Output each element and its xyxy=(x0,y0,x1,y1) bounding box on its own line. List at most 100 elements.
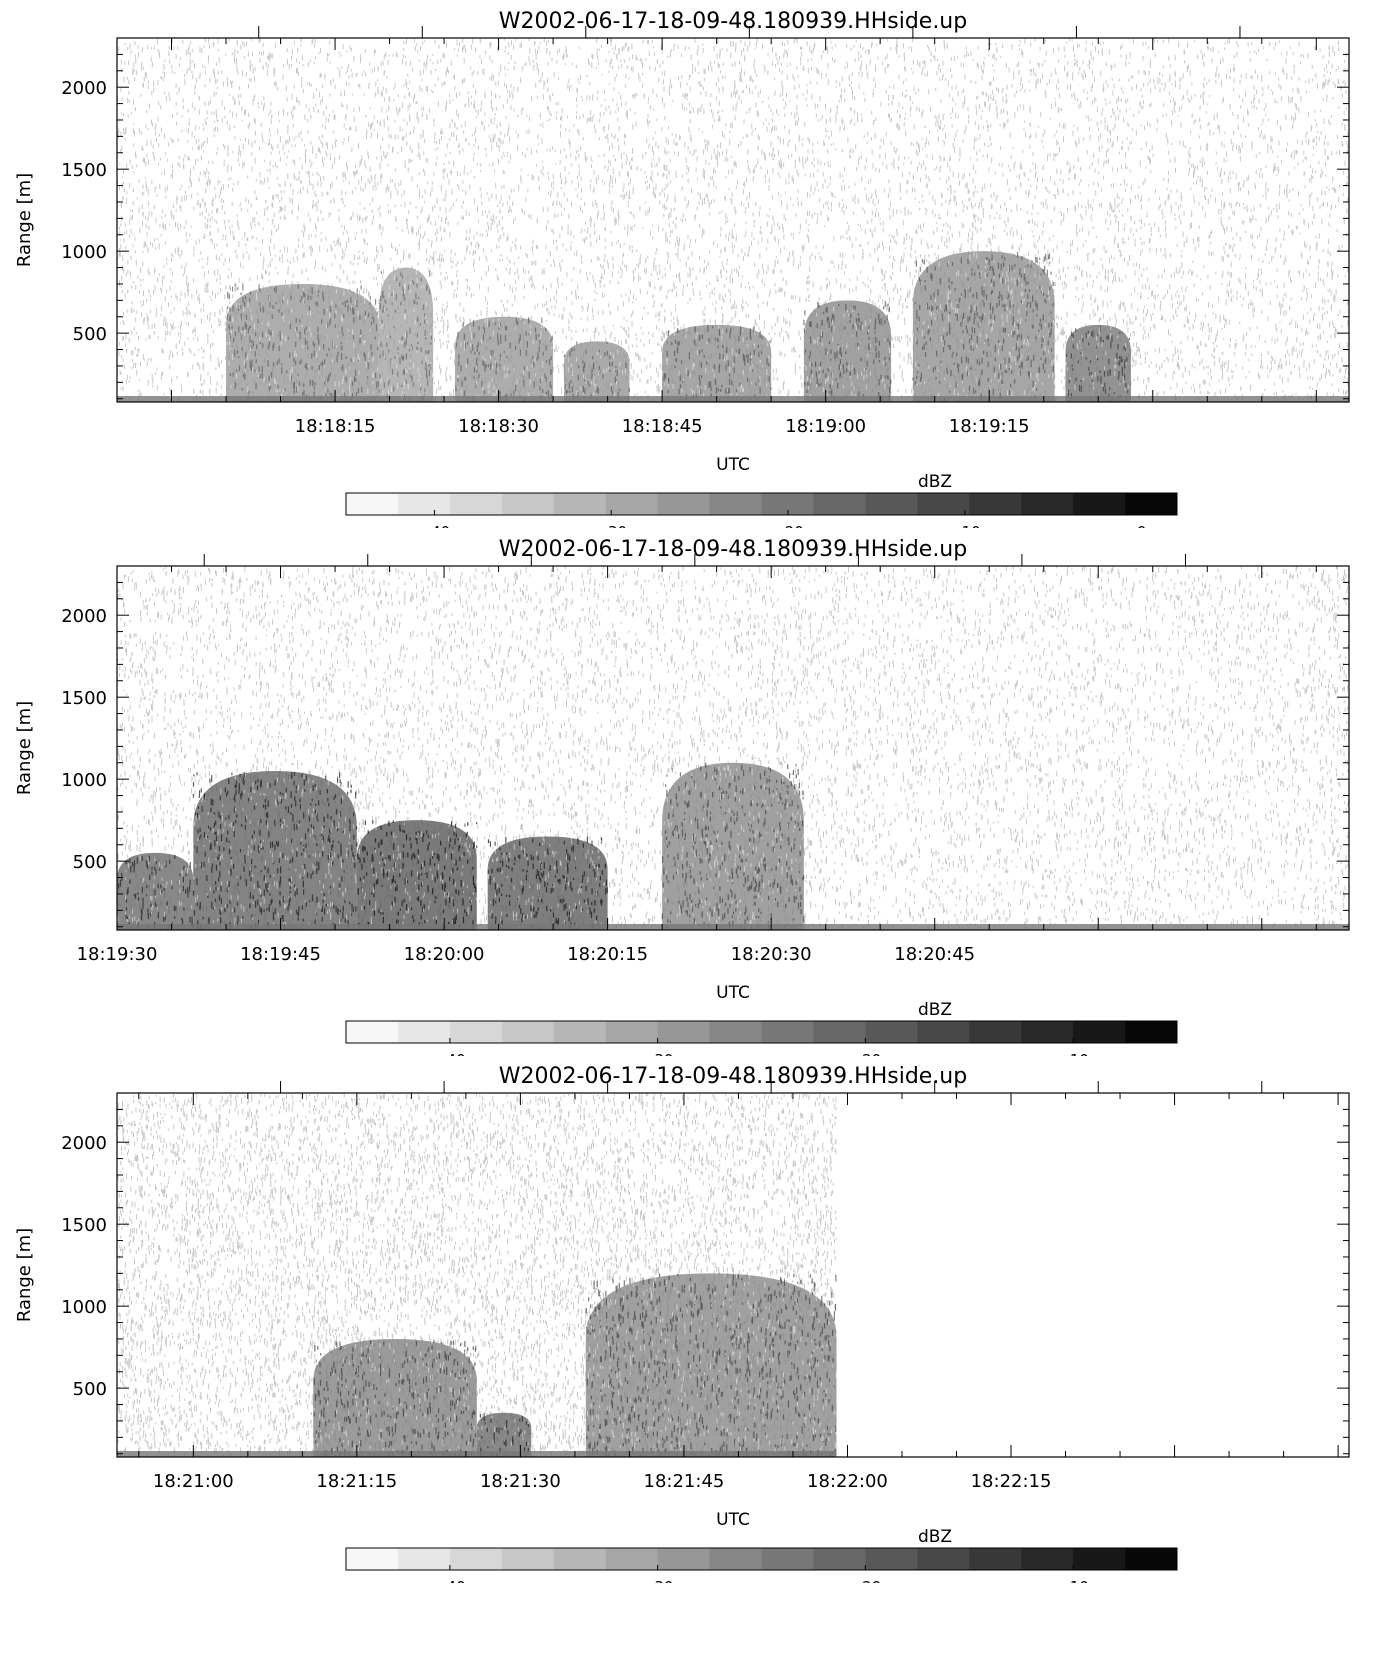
y-tick-label: 1500 xyxy=(61,688,107,709)
colorbar-segment xyxy=(605,1548,659,1570)
x-tick-label: 18:21:45 xyxy=(644,1471,725,1492)
colorbar-segment xyxy=(501,493,555,515)
colorbar-segment xyxy=(605,1021,659,1043)
x-tick-label: 18:20:15 xyxy=(567,944,648,965)
y-tick-label: 1500 xyxy=(61,1215,107,1236)
echo-region xyxy=(313,1338,477,1457)
colorbar-segment xyxy=(346,1548,399,1570)
colorbar-segment xyxy=(397,1021,451,1043)
x-tick-label: 18:21:15 xyxy=(316,1471,397,1492)
x-tick-label: 18:21:00 xyxy=(153,1471,234,1492)
colorbar-segment xyxy=(1021,1548,1074,1570)
colorbar: dBZ −40 −30 −20 −10 0 xyxy=(345,472,1178,528)
colorbar-segment xyxy=(501,1548,555,1570)
colorbar-tick-label: −40 xyxy=(434,1578,466,1583)
colorbar: dBZ −40 −30 −20 −10 xyxy=(345,1527,1178,1583)
colorbar-segment xyxy=(865,493,918,515)
colorbar-segment xyxy=(501,1021,555,1043)
colorbar-segment xyxy=(553,1021,607,1043)
colorbar-segment xyxy=(553,1548,607,1570)
y-tick-label: 2000 xyxy=(61,78,107,99)
colorbar-segment xyxy=(709,1548,762,1570)
colorbar-segment xyxy=(969,1548,1022,1570)
colorbar-segment xyxy=(969,493,1022,515)
colorbar-segment xyxy=(397,493,451,515)
colorbar-segment xyxy=(1073,1548,1126,1570)
radar-echo-field xyxy=(117,566,1349,930)
colorbar-tick-label: −10 xyxy=(949,523,981,528)
colorbar-segment xyxy=(969,1021,1022,1043)
x-tick-label: 18:19:30 xyxy=(77,944,158,965)
colorbar-segment xyxy=(865,1548,918,1570)
echo-region xyxy=(662,762,804,930)
x-axis-label: UTC xyxy=(716,1510,750,1530)
y-tick-label: 500 xyxy=(73,852,107,873)
colorbar-segment xyxy=(346,493,399,515)
colorbar-segment xyxy=(657,1548,711,1570)
colorbar-segment xyxy=(657,1021,711,1043)
colorbar-segment xyxy=(813,1021,866,1043)
x-tick-label: 18:18:15 xyxy=(295,416,376,437)
colorbar-tick-label: −30 xyxy=(595,523,627,528)
echo-region xyxy=(356,820,477,930)
colorbar-segment xyxy=(917,1021,970,1043)
colorbar-segment xyxy=(1125,1021,1178,1043)
chart-title: W2002-06-17-18-09-48.180939.HHside.up xyxy=(499,1064,967,1089)
colorbar-tick-label: −20 xyxy=(772,523,804,528)
colorbar-segment xyxy=(449,1021,503,1043)
echo-region xyxy=(226,283,379,402)
colorbar-segment xyxy=(1073,1021,1126,1043)
x-tick-label: 18:19:00 xyxy=(785,416,866,437)
colorbar-segment xyxy=(709,1021,762,1043)
radar-panel-1: W2002-06-17-18-09-48.180939.HHside.up 500… xyxy=(0,0,1379,528)
colorbar-segment xyxy=(397,1548,451,1570)
echo-region xyxy=(662,324,772,402)
colorbar-tick-label: 0 xyxy=(1137,523,1147,528)
echo-region xyxy=(585,1273,837,1457)
echo-region xyxy=(454,316,554,402)
echo-region xyxy=(378,267,434,402)
colorbar-segment xyxy=(657,493,711,515)
y-tick-label: 1500 xyxy=(61,160,107,181)
x-tick-label: 18:18:45 xyxy=(622,416,703,437)
colorbar-tick-label: −30 xyxy=(642,1578,674,1583)
radar-chart: W2002-06-17-18-09-48.180939.HHside.up 500… xyxy=(14,9,1350,528)
plot-frame xyxy=(116,1092,1350,1458)
radar-panel-2: W2002-06-17-18-09-48.180939.HHside.up 500… xyxy=(0,528,1379,1056)
y-tick-label: 1000 xyxy=(61,242,107,263)
y-axis-label: Range [m] xyxy=(14,173,35,267)
colorbar-segment xyxy=(917,1548,970,1570)
y-tick-label: 2000 xyxy=(61,606,107,627)
colorbar-segment xyxy=(761,1548,814,1570)
y-axis-label: Range [m] xyxy=(14,1228,35,1322)
colorbar-segment xyxy=(1021,1021,1074,1043)
x-tick-label: 18:20:30 xyxy=(731,944,812,965)
colorbar-segment xyxy=(605,493,659,515)
colorbar-label: dBZ xyxy=(918,1000,952,1020)
y-tick-label: 1000 xyxy=(61,770,107,791)
colorbar-segment xyxy=(917,493,970,515)
radar-panel-3: W2002-06-17-18-09-48.180939.HHside.up 500… xyxy=(0,1055,1379,1583)
x-axis-label: UTC xyxy=(716,455,750,475)
echo-region xyxy=(476,1412,532,1457)
plot-frame xyxy=(116,37,1350,403)
colorbar-segment xyxy=(553,493,607,515)
x-tick-label: 18:18:30 xyxy=(458,416,539,437)
y-tick-label: 1000 xyxy=(61,1297,107,1318)
colorbar-segment xyxy=(449,1548,503,1570)
colorbar-segment xyxy=(449,493,503,515)
colorbar-segment xyxy=(865,1021,918,1043)
x-axis-label: UTC xyxy=(716,983,750,1003)
plot-frame xyxy=(116,565,1350,931)
colorbar-tick-label: −10 xyxy=(1057,1578,1089,1583)
x-tick-label: 18:19:45 xyxy=(240,944,321,965)
y-tick-label: 500 xyxy=(73,1379,107,1400)
x-tick-label: 18:20:00 xyxy=(404,944,485,965)
colorbar-tick-label: −30 xyxy=(642,1051,674,1056)
colorbar-segment xyxy=(1073,493,1126,515)
colorbar-tick-label: −20 xyxy=(850,1051,882,1056)
colorbar-segment xyxy=(709,493,762,515)
colorbar-segment xyxy=(346,1021,399,1043)
colorbar-segment xyxy=(761,493,814,515)
x-tick-label: 18:19:15 xyxy=(949,416,1030,437)
